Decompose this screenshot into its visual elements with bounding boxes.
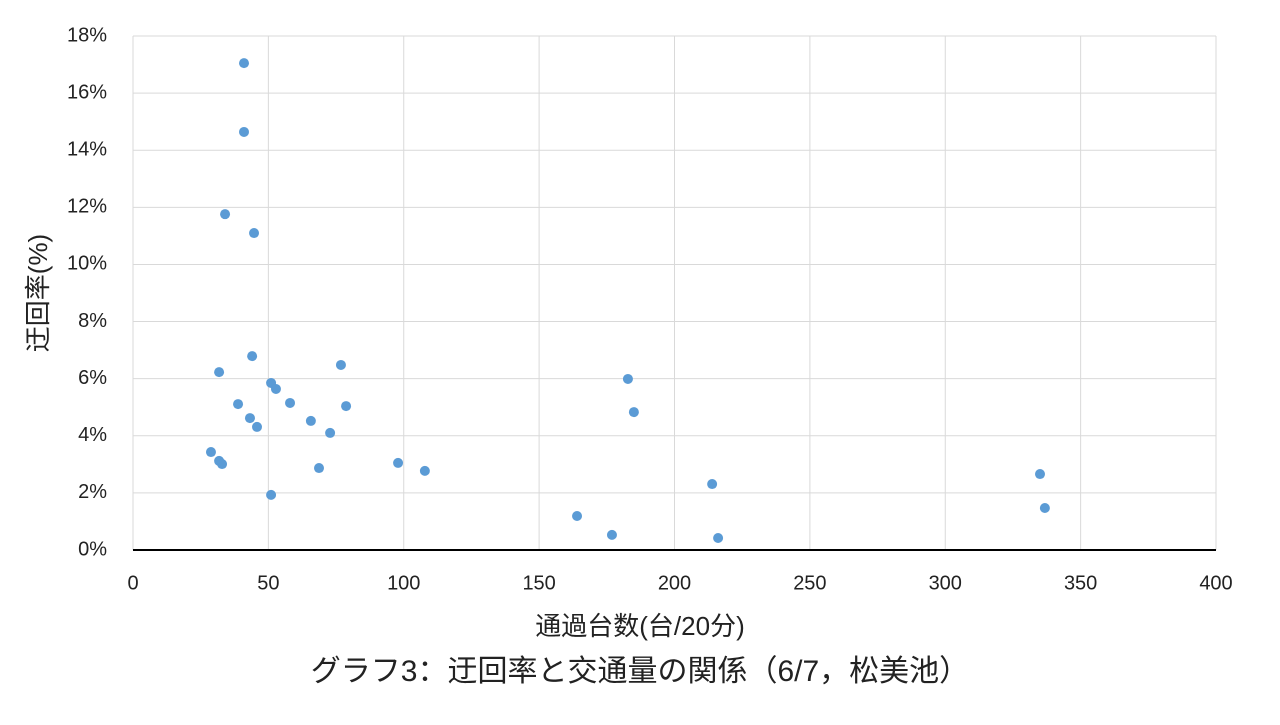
point <box>325 427 336 438</box>
y-tick-label: 6% <box>78 367 107 389</box>
point <box>713 533 724 544</box>
y-tick-label: 2% <box>78 481 107 503</box>
x-tick-label: 350 <box>1064 572 1097 594</box>
y-tick-label: 4% <box>78 424 107 446</box>
point <box>572 511 583 522</box>
y-tick-label: 12% <box>67 196 107 218</box>
point <box>214 367 225 378</box>
x-tick-label: 50 <box>257 572 279 594</box>
point <box>1035 469 1046 480</box>
point <box>252 421 263 432</box>
point <box>239 58 250 69</box>
point <box>233 399 244 410</box>
y-tick-label: 8% <box>78 310 107 332</box>
y-tick-label: 16% <box>67 81 107 103</box>
point <box>335 359 346 370</box>
x-tick-label: 400 <box>1199 572 1232 594</box>
point <box>239 126 250 137</box>
x-tick-label: 250 <box>793 572 826 594</box>
point <box>393 457 404 468</box>
y-tick-label: 14% <box>67 139 107 161</box>
point <box>270 383 281 394</box>
y-tick-label: 10% <box>67 253 107 275</box>
point <box>217 459 228 470</box>
x-tick-label: 100 <box>387 572 420 594</box>
point <box>628 407 639 418</box>
point <box>1039 503 1050 514</box>
point <box>205 447 216 458</box>
point <box>622 373 633 384</box>
x-axis-label: 通過台数(台/20分) <box>535 611 744 641</box>
chart-title: グラフ3：迂回率と交通量の関係（6/7，松美池） <box>311 655 969 688</box>
point <box>305 415 316 426</box>
point <box>341 401 352 412</box>
x-tick-label: 200 <box>658 572 691 594</box>
y-tick-label: 18% <box>67 24 107 46</box>
point <box>707 479 718 490</box>
point <box>247 351 258 362</box>
point <box>606 529 617 540</box>
point <box>419 465 430 476</box>
point <box>244 413 255 424</box>
x-tick-label: 150 <box>522 572 555 594</box>
y-axis-label: 迂回率(%) <box>23 234 53 352</box>
y-tick-label: 0% <box>78 538 107 560</box>
point <box>266 489 277 500</box>
x-tick-label: 0 <box>127 572 138 594</box>
point <box>314 463 325 474</box>
x-tick-label: 300 <box>929 572 962 594</box>
point <box>249 228 260 239</box>
point <box>220 209 231 220</box>
point <box>285 397 296 408</box>
